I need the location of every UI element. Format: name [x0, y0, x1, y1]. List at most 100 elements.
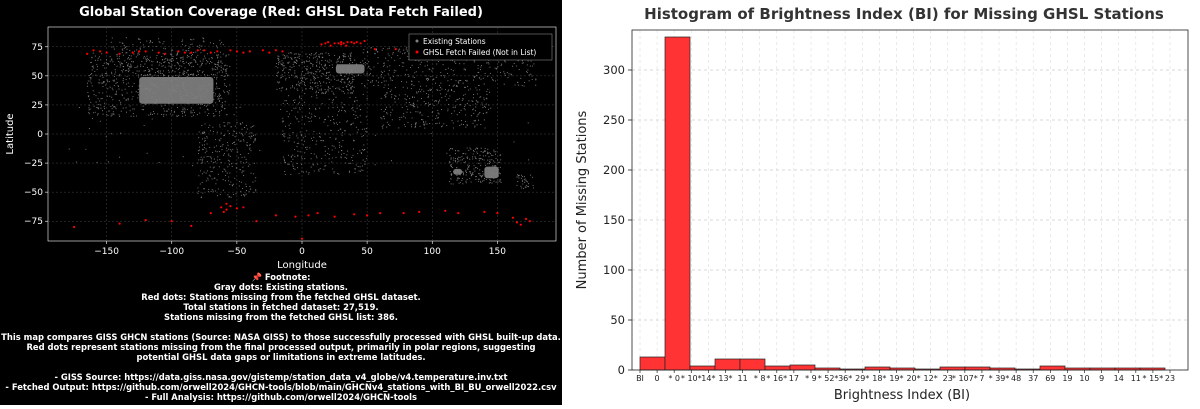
- existing-station-dot: [472, 79, 475, 81]
- existing-station-dot: [127, 99, 129, 101]
- failed-station-dot: [316, 212, 319, 215]
- existing-station-dot: [211, 67, 213, 69]
- existing-station-dot: [118, 57, 120, 59]
- existing-station-dot: [253, 191, 255, 193]
- existing-station-dot: [111, 96, 113, 98]
- existing-station-dot: [222, 171, 224, 173]
- existing-station-dot: [452, 166, 454, 169]
- existing-station-dot: [467, 164, 469, 166]
- existing-station-dot: [162, 70, 164, 72]
- existing-station-dot: [283, 158, 285, 160]
- existing-station-dot: [342, 86, 344, 89]
- existing-station-dot: [211, 170, 213, 173]
- existing-station-dot: [483, 97, 485, 99]
- existing-station-dot: [458, 177, 460, 180]
- existing-station-dot: [411, 84, 413, 86]
- existing-station-dot: [288, 72, 290, 74]
- existing-station-dot: [427, 102, 430, 104]
- existing-station-dot: [209, 166, 211, 168]
- existing-station-dot: [339, 89, 341, 91]
- existing-station-dot: [473, 165, 475, 167]
- existing-station-dot: [350, 83, 352, 85]
- existing-station-dot: [109, 86, 111, 88]
- existing-station-dot: [297, 56, 299, 58]
- existing-station-dot: [298, 81, 300, 83]
- existing-station-dot: [206, 143, 208, 145]
- existing-station-dot: [102, 64, 104, 67]
- existing-station-dot: [301, 139, 303, 141]
- existing-station-dot: [127, 65, 129, 67]
- existing-station-dot: [461, 159, 464, 161]
- existing-station-dot: [493, 165, 495, 167]
- existing-station-dot: [204, 111, 206, 113]
- existing-station-dot: [303, 101, 305, 103]
- existing-station-dot: [218, 151, 220, 153]
- map-panel: Global Station Coverage (Red: GHSL Data …: [0, 0, 562, 405]
- existing-station-dot: [464, 105, 466, 107]
- existing-station-dot: [198, 175, 200, 177]
- existing-station-dot: [167, 59, 169, 61]
- existing-station-dot: [146, 58, 148, 60]
- existing-station-dot: [173, 111, 175, 113]
- existing-station-dot: [483, 178, 486, 180]
- existing-station-dot: [468, 149, 470, 151]
- existing-station-dot: [364, 64, 366, 66]
- existing-station-dot: [420, 61, 422, 63]
- existing-station-dot: [186, 56, 188, 58]
- existing-station-dot: [290, 122, 292, 124]
- existing-station-dot: [322, 66, 324, 68]
- existing-station-dot: [164, 48, 167, 50]
- existing-station-dot: [199, 60, 201, 62]
- existing-station-dot: [221, 102, 223, 104]
- existing-station-dot: [128, 78, 130, 80]
- existing-station-dot: [312, 73, 314, 75]
- existing-station-dot: [323, 68, 325, 70]
- failed-station-dot: [274, 49, 277, 52]
- existing-station-dot: [411, 104, 413, 106]
- existing-station-dot: [527, 60, 529, 62]
- existing-station-dot: [248, 136, 250, 138]
- existing-station-dot: [364, 86, 366, 88]
- existing-station-dot: [224, 180, 226, 182]
- existing-station-dot: [475, 103, 477, 105]
- existing-station-dot: [132, 108, 134, 110]
- existing-station-dot: [504, 61, 506, 63]
- existing-station-dot: [381, 82, 383, 84]
- existing-station-dot: [363, 48, 365, 50]
- existing-station-dot: [123, 97, 125, 99]
- existing-station-dot: [424, 123, 426, 125]
- existing-station-dot: [298, 53, 300, 55]
- existing-station-dot: [474, 75, 476, 77]
- existing-station-dot: [374, 134, 376, 136]
- existing-station-dot: [313, 164, 315, 166]
- existing-station-dot: [388, 55, 390, 57]
- existing-station-dot: [398, 94, 400, 96]
- existing-station-dot: [221, 145, 223, 147]
- existing-station-dot: [338, 109, 341, 111]
- existing-station-dot: [324, 119, 326, 121]
- existing-station-dot: [99, 82, 101, 84]
- existing-station-dot: [473, 150, 475, 153]
- existing-station-dot: [286, 88, 288, 90]
- existing-station-dot: [450, 164, 452, 166]
- existing-station-dot: [290, 87, 292, 89]
- existing-station-dot: [500, 181, 502, 183]
- existing-station-dot: [435, 99, 437, 102]
- existing-station-dot: [301, 77, 304, 80]
- existing-station-dot: [387, 53, 389, 55]
- existing-station-dot: [88, 95, 90, 97]
- existing-station-dot: [250, 126, 252, 128]
- existing-station-dot: [423, 100, 425, 103]
- existing-station-dot: [224, 84, 226, 86]
- existing-station-dot: [111, 46, 113, 48]
- existing-station-dot: [298, 172, 300, 175]
- existing-station-dot: [394, 101, 396, 103]
- existing-station-dot: [138, 53, 140, 55]
- map-gridlines: [48, 27, 556, 241]
- existing-station-dot: [237, 151, 239, 153]
- existing-station-dot: [411, 80, 413, 82]
- existing-station-dot: [405, 102, 407, 104]
- existing-station-dot: [191, 112, 193, 114]
- existing-station-dot: [289, 66, 291, 68]
